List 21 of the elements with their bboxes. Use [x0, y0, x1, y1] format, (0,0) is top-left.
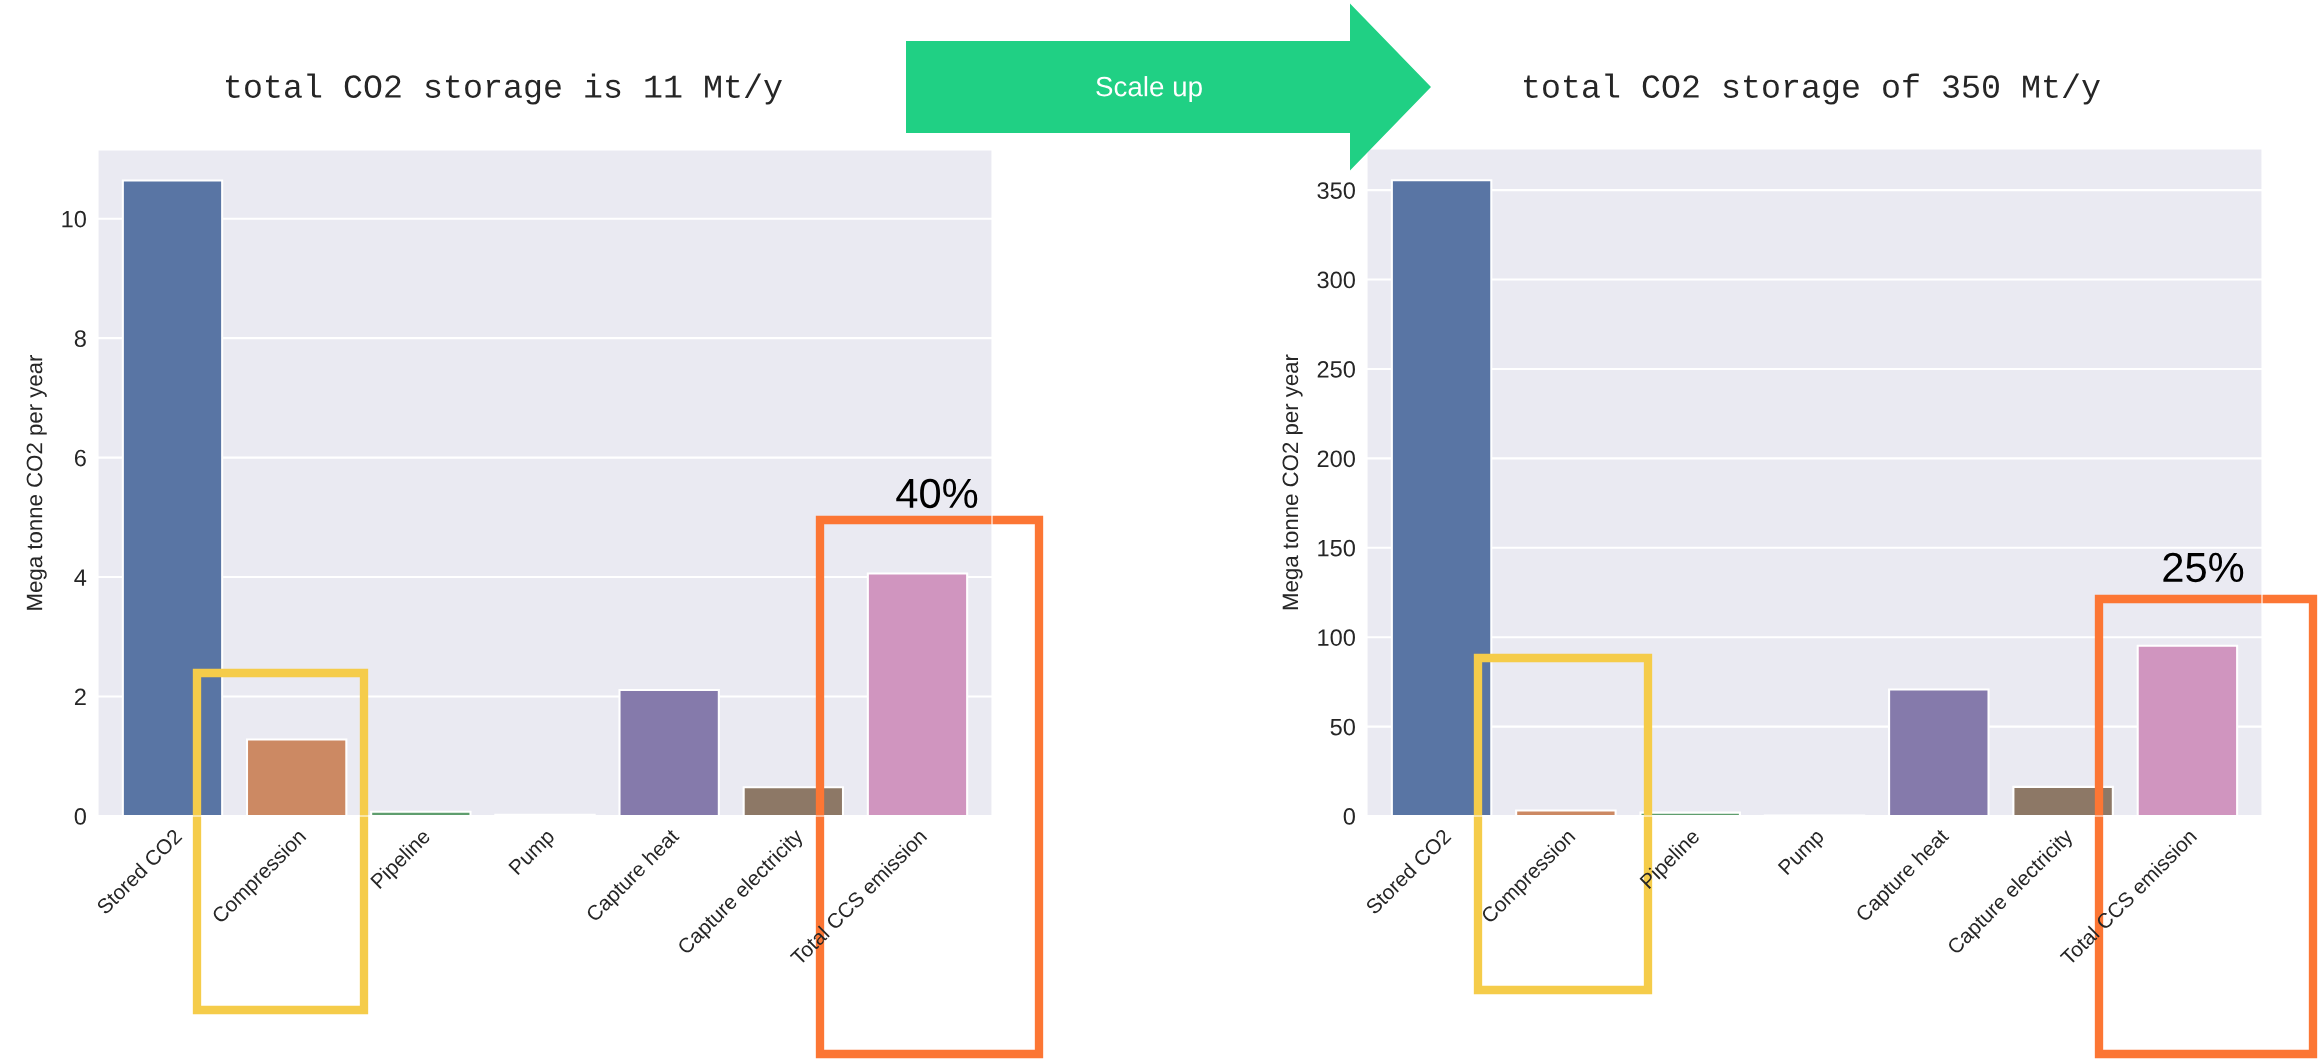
- y-tick-label: 150: [1318, 539, 1355, 557]
- y-tick-label: 8: [74, 330, 86, 347]
- annotation: 25%: [2163, 552, 2244, 583]
- y-tick-label: 50: [1330, 718, 1355, 736]
- y-tick-label: 0: [1343, 808, 1355, 825]
- chart-title: total CO2 storage of 350 Mt/y: [1524, 73, 2100, 105]
- y-tick-label: 300: [1317, 271, 1355, 289]
- y-tick-label: 10: [62, 210, 86, 228]
- annotation: 40%: [896, 478, 978, 509]
- y-axis-title: Mega tonne CO2 per year: [26, 354, 47, 610]
- y-tick-label: 100: [1318, 629, 1355, 646]
- y-tick-label: 0: [74, 808, 86, 825]
- text: Scale up: [1096, 76, 1202, 102]
- chart-title: total CO2 storage is 11 Mt/y: [226, 73, 782, 105]
- y-tick-label: 350: [1317, 182, 1355, 199]
- y-tick-label: 250: [1317, 361, 1355, 378]
- y-tick-label: 6: [74, 449, 86, 467]
- y-tick-label: 2: [74, 688, 86, 706]
- y-tick-label: 200: [1317, 450, 1355, 468]
- y-axis-title: Mega tonne CO2 per year: [1282, 354, 1303, 610]
- y-tick-label: 4: [74, 569, 87, 586]
